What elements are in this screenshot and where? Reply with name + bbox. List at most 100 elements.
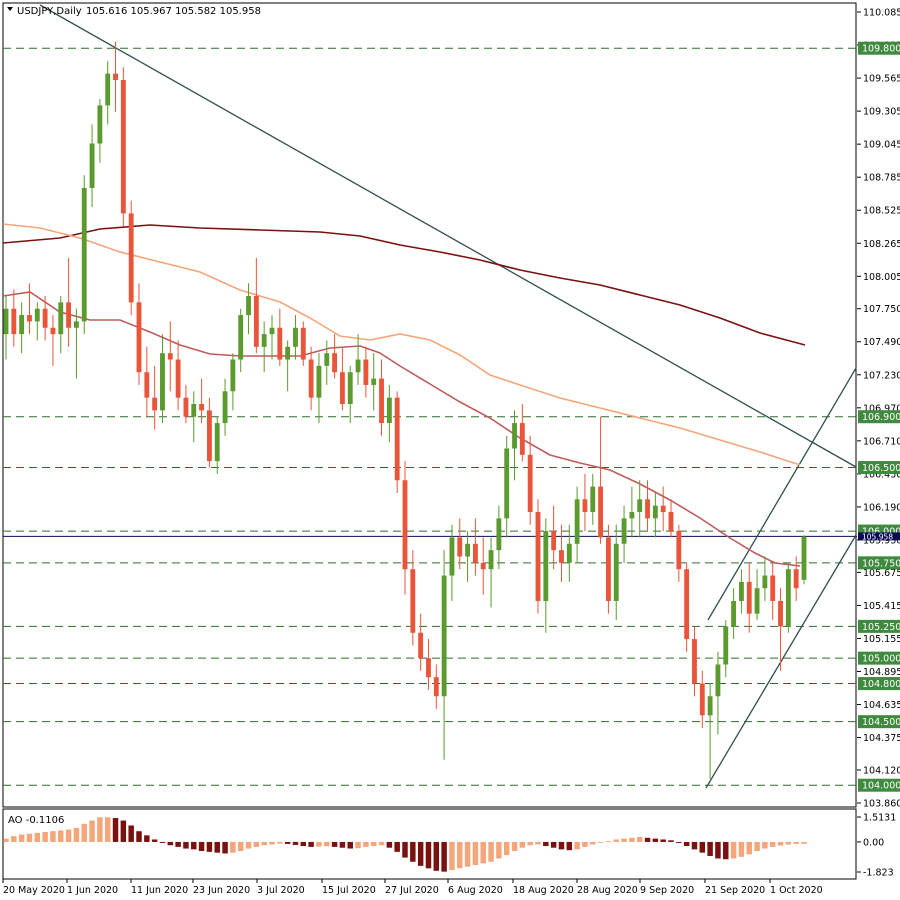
candle-body[interactable]: [379, 378, 384, 424]
candle-body[interactable]: [613, 543, 619, 601]
candle-body[interactable]: [66, 302, 72, 328]
candle-body[interactable]: [512, 423, 517, 449]
candle-body[interactable]: [347, 372, 353, 405]
candle-body[interactable]: [128, 213, 134, 303]
candle-body[interactable]: [504, 448, 510, 519]
candle-body[interactable]: [371, 378, 377, 385]
candle-body[interactable]: [136, 302, 142, 373]
candle-body[interactable]: [120, 79, 126, 214]
candle-body[interactable]: [527, 454, 533, 513]
candle-body[interactable]: [676, 531, 682, 570]
candle-body[interactable]: [183, 397, 189, 417]
candle-body[interactable]: [660, 505, 666, 513]
candle-body[interactable]: [58, 302, 64, 335]
candle-body[interactable]: [253, 295, 259, 347]
candle-body[interactable]: [746, 581, 752, 614]
candle-body[interactable]: [363, 359, 369, 385]
candle-body[interactable]: [89, 143, 95, 188]
candle-body[interactable]: [175, 359, 181, 398]
candle-body[interactable]: [81, 187, 87, 322]
candle-body[interactable]: [793, 569, 799, 589]
candle-body[interactable]: [762, 575, 768, 589]
candle-body[interactable]: [167, 353, 173, 360]
candle-body[interactable]: [246, 295, 251, 316]
candle-body[interactable]: [801, 536, 807, 580]
candle-body[interactable]: [206, 410, 212, 462]
candle-body[interactable]: [590, 486, 596, 513]
candle-body[interactable]: [699, 683, 705, 716]
candle-body[interactable]: [715, 664, 721, 697]
candle-body[interactable]: [339, 372, 345, 405]
candle-body[interactable]: [684, 569, 690, 640]
candle-body[interactable]: [73, 321, 79, 328]
candle-body[interactable]: [42, 308, 48, 328]
candle-body[interactable]: [324, 353, 330, 366]
candle-body[interactable]: [731, 600, 737, 627]
candle-body[interactable]: [707, 696, 713, 716]
candle-body[interactable]: [230, 359, 236, 392]
candle-body[interactable]: [386, 397, 392, 424]
candle-body[interactable]: [496, 518, 502, 551]
candle-body[interactable]: [738, 581, 744, 601]
candle-body[interactable]: [34, 308, 40, 322]
candle-body[interactable]: [418, 632, 424, 659]
candle-body[interactable]: [519, 423, 525, 455]
candle-body[interactable]: [457, 537, 463, 557]
candle-body[interactable]: [19, 315, 25, 335]
candle-body[interactable]: [433, 677, 439, 697]
candle-body[interactable]: [441, 575, 447, 697]
candle-body[interactable]: [465, 543, 471, 557]
candle-body[interactable]: [778, 600, 783, 627]
candle-body[interactable]: [770, 575, 776, 601]
candle-body[interactable]: [50, 327, 56, 335]
candle-body[interactable]: [394, 397, 400, 481]
candle-body[interactable]: [426, 658, 431, 678]
candle-body[interactable]: [402, 480, 408, 570]
candle-body[interactable]: [723, 626, 729, 665]
candle-body[interactable]: [637, 499, 643, 513]
candle-body[interactable]: [113, 73, 118, 80]
candle-body[interactable]: [668, 512, 674, 532]
candle-body[interactable]: [652, 505, 658, 519]
candle-body[interactable]: [300, 327, 306, 360]
candle-body[interactable]: [410, 569, 416, 633]
candle-body[interactable]: [160, 353, 165, 411]
candle-body[interactable]: [692, 639, 697, 684]
candle-body[interactable]: [598, 486, 604, 538]
candle-body[interactable]: [355, 359, 361, 373]
candle-body[interactable]: [97, 105, 103, 144]
candle-body[interactable]: [605, 537, 611, 601]
candle-body[interactable]: [293, 327, 298, 347]
candle-body[interactable]: [3, 308, 9, 335]
candle-body[interactable]: [551, 531, 557, 551]
candle-body[interactable]: [480, 562, 486, 570]
candle-body[interactable]: [191, 404, 197, 417]
candle-body[interactable]: [629, 512, 635, 519]
downtrend-line[interactable]: [39, 4, 857, 468]
candle-body[interactable]: [261, 334, 267, 347]
candle-body[interactable]: [535, 512, 541, 601]
candle-body[interactable]: [238, 315, 244, 360]
candle-body[interactable]: [269, 327, 275, 335]
candle-body[interactable]: [582, 499, 588, 513]
candle-body[interactable]: [754, 588, 760, 614]
candle-body[interactable]: [316, 365, 322, 398]
candle-body[interactable]: [285, 346, 291, 360]
dropdown-triangle-icon[interactable]: [7, 7, 13, 11]
candle-body[interactable]: [27, 315, 32, 322]
candle-body[interactable]: [199, 404, 205, 411]
candle-body[interactable]: [308, 359, 314, 398]
candle-body[interactable]: [559, 550, 564, 563]
candle-body[interactable]: [449, 537, 455, 576]
candle-body[interactable]: [214, 423, 220, 462]
candle-body[interactable]: [105, 73, 111, 106]
candle-body[interactable]: [472, 543, 478, 563]
candle-body[interactable]: [574, 499, 580, 544]
candle-body[interactable]: [785, 569, 791, 627]
candle-body[interactable]: [543, 531, 549, 601]
candle-body[interactable]: [645, 499, 650, 519]
candle-body[interactable]: [621, 518, 627, 544]
channel-upper-line[interactable]: [707, 367, 857, 621]
candle-body[interactable]: [332, 353, 338, 373]
candle-body[interactable]: [277, 327, 283, 360]
